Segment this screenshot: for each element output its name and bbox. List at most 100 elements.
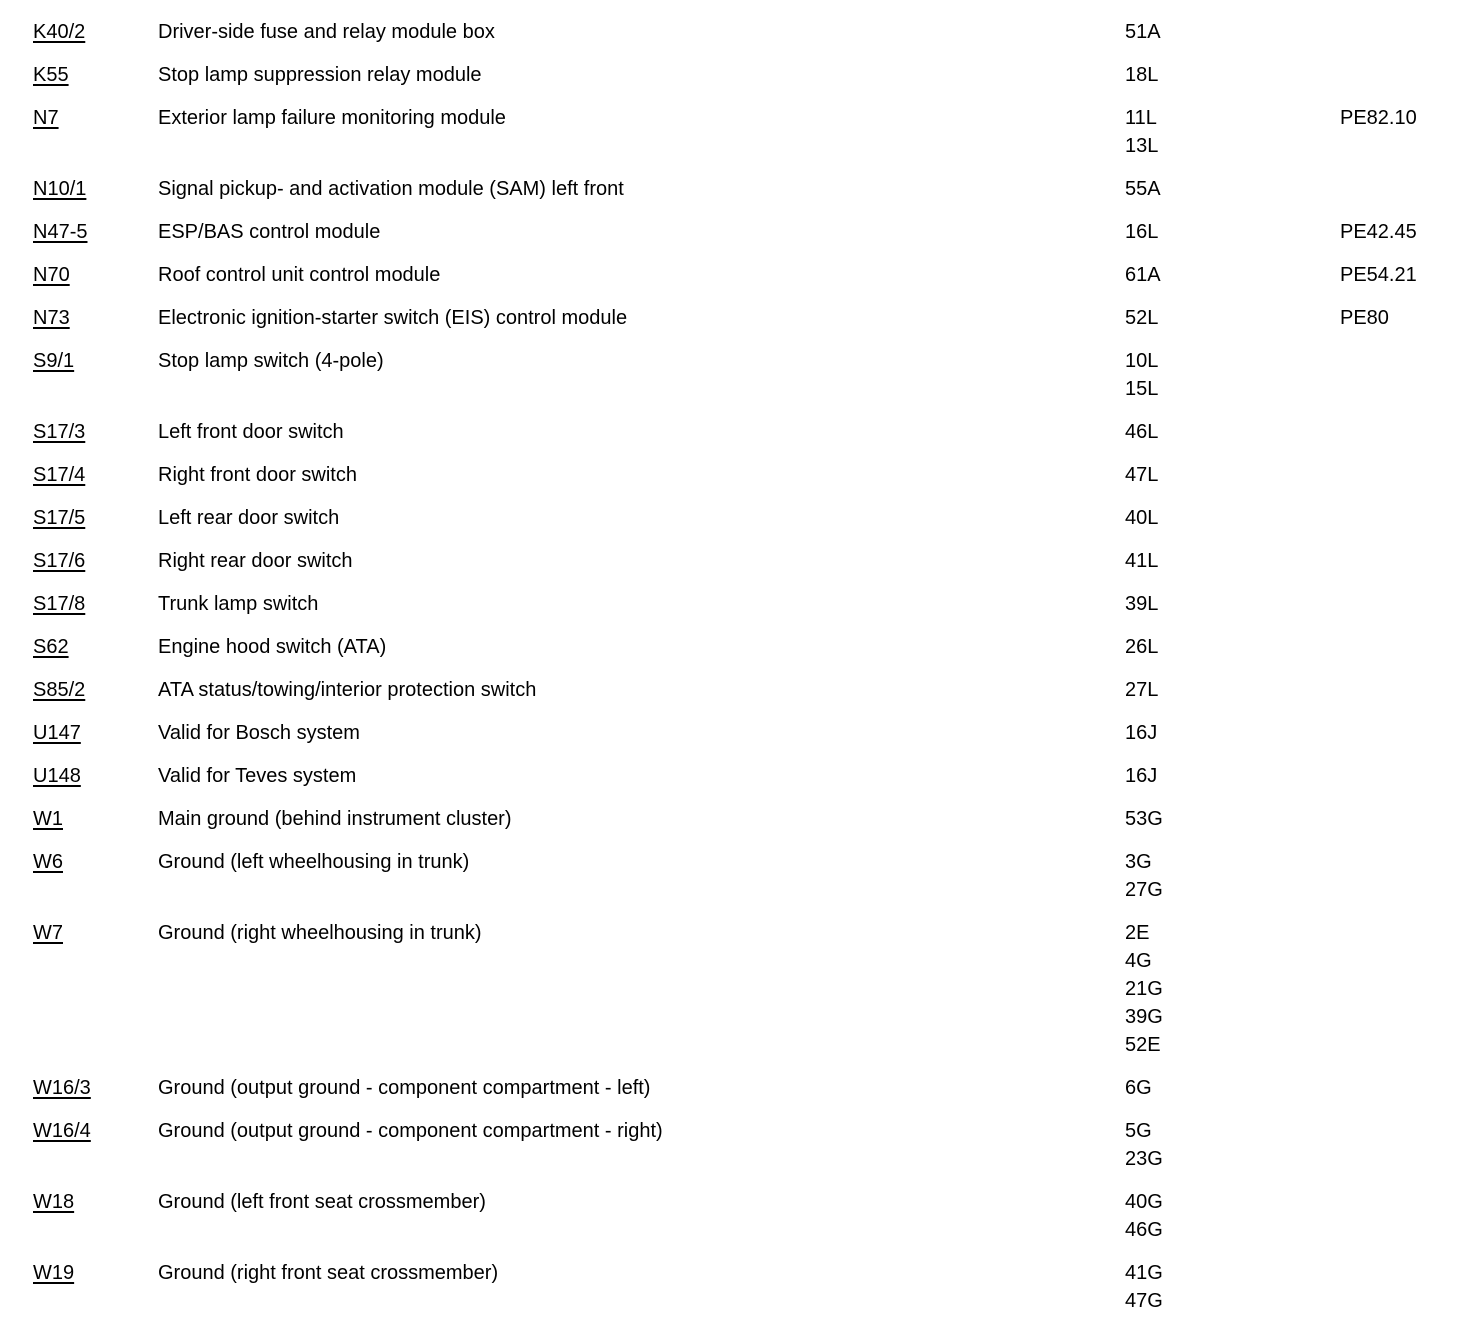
component-code: W6 — [33, 851, 63, 873]
component-description: Ground (output ground - component compar… — [158, 1077, 651, 1099]
component-code: N7 — [33, 107, 59, 129]
table-row: N10/1 Signal pickup- and activation modu… — [33, 175, 1472, 203]
table-row: N73 Electronic ignition-starter switch (… — [33, 304, 1472, 332]
table-row: K40/2 Driver-side fuse and relay module … — [33, 18, 1472, 46]
component-description: Roof control unit control module — [158, 264, 441, 286]
component-code-cell: S9/1 — [33, 347, 158, 375]
location-code: 41G — [1125, 1262, 1163, 1284]
component-code: W1 — [33, 808, 63, 830]
component-code: U148 — [33, 765, 81, 787]
component-code-cell: S85/2 — [33, 676, 158, 704]
table-row: S85/2 ATA status/towing/interior protect… — [33, 676, 1472, 704]
location-codes-cell: 41G 47G — [1125, 1259, 1340, 1315]
component-code: S62 — [33, 636, 69, 658]
component-description: Ground (output ground - component compar… — [158, 1120, 663, 1142]
table-row: U148 Valid for Teves system 16J — [33, 762, 1472, 790]
component-code-cell: N47-5 — [33, 218, 158, 246]
location-codes-cell: 39L — [1125, 590, 1340, 618]
component-description: Driver-side fuse and relay module box — [158, 21, 495, 43]
component-description: Valid for Bosch system — [158, 722, 360, 744]
component-code-cell: W19 — [33, 1259, 158, 1287]
component-legend-table: K40/2 Driver-side fuse and relay module … — [33, 18, 1472, 1315]
location-code: 26L — [1125, 636, 1159, 658]
component-code: K40/2 — [33, 21, 86, 43]
table-row: S9/1 Stop lamp switch (4-pole) 10L 15L — [33, 347, 1472, 403]
location-codes-cell: 27L — [1125, 676, 1340, 704]
location-codes-cell: 52L — [1125, 304, 1340, 332]
component-code-cell: W16/4 — [33, 1117, 158, 1145]
component-description: Ground (left wheelhousing in trunk) — [158, 851, 470, 873]
location-code: 47G — [1125, 1290, 1163, 1312]
component-code-cell: N10/1 — [33, 175, 158, 203]
component-code-cell: S17/5 — [33, 504, 158, 532]
location-codes-cell: 46L — [1125, 418, 1340, 446]
location-code: 53G — [1125, 808, 1163, 830]
table-row: W16/3 Ground (output ground - component … — [33, 1074, 1472, 1102]
location-codes-cell: 16L — [1125, 218, 1340, 246]
table-row: S17/5 Left rear door switch 40L — [33, 504, 1472, 532]
pe-reference: PE80 — [1340, 307, 1389, 329]
component-description: Main ground (behind instrument cluster) — [158, 808, 512, 830]
location-codes-cell: 5G 23G — [1125, 1117, 1340, 1173]
location-codes-cell: 61A — [1125, 261, 1340, 289]
location-code: 27G — [1125, 879, 1163, 901]
location-codes-cell: 51A — [1125, 18, 1340, 46]
component-description: Ground (right front seat crossmember) — [158, 1262, 499, 1284]
location-code: 46L — [1125, 421, 1159, 443]
location-codes-cell: 18L — [1125, 61, 1340, 89]
location-codes-cell: 3G 27G — [1125, 848, 1340, 904]
table-row: K55 Stop lamp suppression relay module 1… — [33, 61, 1472, 89]
table-row: S17/4 Right front door switch 47L — [33, 461, 1472, 489]
component-code-cell: S17/3 — [33, 418, 158, 446]
table-row: N7 Exterior lamp failure monitoring modu… — [33, 104, 1472, 160]
location-code: 61A — [1125, 264, 1161, 286]
component-description: ATA status/towing/interior protection sw… — [158, 679, 537, 701]
table-row: S62 Engine hood switch (ATA) 26L — [33, 633, 1472, 661]
component-code-cell: K55 — [33, 61, 158, 89]
location-codes-cell: 47L — [1125, 461, 1340, 489]
component-code: S17/3 — [33, 421, 86, 443]
table-row: W6 Ground (left wheelhousing in trunk) 3… — [33, 848, 1472, 904]
component-description: Valid for Teves system — [158, 765, 357, 787]
component-code: W18 — [33, 1191, 75, 1213]
component-code: W19 — [33, 1262, 75, 1284]
location-codes-cell: 26L — [1125, 633, 1340, 661]
location-codes-cell: 53G — [1125, 805, 1340, 833]
table-row: S17/3 Left front door switch 46L — [33, 418, 1472, 446]
component-code: W16/4 — [33, 1120, 91, 1142]
location-codes-cell: 16J — [1125, 762, 1340, 790]
component-code-cell: W1 — [33, 805, 158, 833]
component-code-cell: U147 — [33, 719, 158, 747]
location-code: 40G — [1125, 1191, 1163, 1213]
location-code: 39L — [1125, 593, 1159, 615]
location-code: 52E — [1125, 1034, 1161, 1056]
location-code: 15L — [1125, 378, 1159, 400]
pe-reference: PE82.10 — [1340, 107, 1417, 129]
component-code: S17/8 — [33, 593, 86, 615]
location-code: 11L — [1125, 107, 1157, 129]
component-description: Trunk lamp switch — [158, 593, 319, 615]
location-codes-cell: 10L 15L — [1125, 347, 1340, 403]
location-codes-cell: 41L — [1125, 547, 1340, 575]
pe-reference: PE54.21 — [1340, 264, 1417, 286]
component-code-cell: U148 — [33, 762, 158, 790]
component-description: Electronic ignition-starter switch (EIS)… — [158, 307, 628, 329]
component-code: S17/5 — [33, 507, 86, 529]
component-code-cell: S62 — [33, 633, 158, 661]
location-codes-cell: 16J — [1125, 719, 1340, 747]
component-description: Engine hood switch (ATA) — [158, 636, 387, 658]
component-code-cell: S17/8 — [33, 590, 158, 618]
location-codes-cell: 11L 13L — [1125, 104, 1340, 160]
location-code: 13L — [1125, 135, 1159, 157]
location-code: 51A — [1125, 21, 1161, 43]
location-code: 16J — [1125, 722, 1158, 744]
component-description: Right front door switch — [158, 464, 357, 486]
component-code-cell: N70 — [33, 261, 158, 289]
component-code-cell: W6 — [33, 848, 158, 876]
table-row: W19 Ground (right front seat crossmember… — [33, 1259, 1472, 1315]
location-codes-cell: 2E 4G 21G 39G 52E — [1125, 919, 1340, 1059]
location-code: 27L — [1125, 679, 1159, 701]
location-code: 39G — [1125, 1006, 1163, 1028]
location-codes-cell: 6G — [1125, 1074, 1340, 1102]
